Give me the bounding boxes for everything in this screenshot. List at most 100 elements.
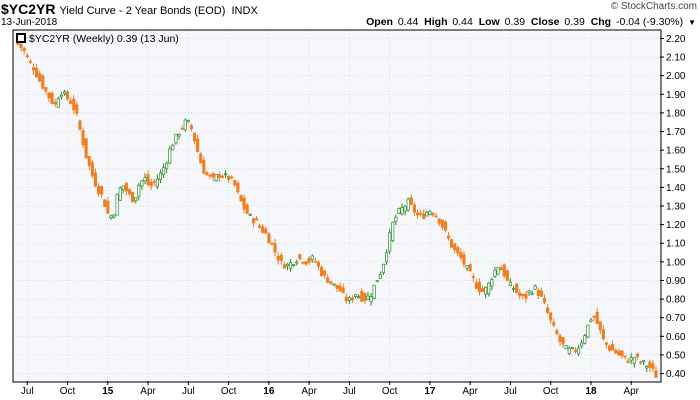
candle-body: [598, 321, 602, 331]
candle-body: [233, 180, 237, 186]
candle-body: [183, 119, 187, 131]
candle-body: [276, 255, 280, 261]
x-tick-label: Jul: [21, 386, 34, 397]
candle-body: [564, 345, 568, 350]
candle-body: [146, 174, 150, 185]
candle-body: [332, 283, 336, 286]
candle-body: [75, 104, 79, 114]
candle-body: [335, 284, 339, 289]
candle-body: [38, 73, 42, 82]
chart-date: 13-Jun-2018: [1, 17, 58, 28]
change-value: -0.04 (-9.30%): [616, 16, 684, 28]
symbol-title: $YC2YR Yield Curve - 2 Year Bonds (EOD) I…: [1, 1, 258, 17]
candle-body: [313, 260, 317, 263]
candle-body: [304, 261, 308, 265]
candle-body: [357, 296, 361, 299]
candle-body: [592, 315, 596, 318]
chart-header: $YC2YR Yield Curve - 2 Year Bonds (EOD) I…: [0, 0, 700, 30]
candle-body: [391, 221, 395, 241]
candle-body: [462, 254, 466, 265]
candle-body: [103, 199, 107, 207]
candles: [16, 42, 658, 378]
candle-body: [484, 286, 488, 295]
candle-body: [425, 212, 429, 217]
candle-body: [298, 254, 302, 260]
candle-body: [471, 276, 475, 279]
y-tick-label: 1.00: [666, 257, 686, 268]
candle-body: [112, 214, 116, 218]
candle-body: [614, 349, 618, 354]
candle-body: [558, 335, 562, 342]
candle-body: [251, 218, 255, 224]
candle-body: [158, 172, 163, 180]
x-tick-label: Oct: [382, 386, 398, 397]
candle-body: [586, 324, 590, 338]
candle-body: [638, 361, 643, 364]
candle-body: [344, 296, 348, 302]
legend: $YC2YR (Weekly) 0.39 (13 Jun): [16, 33, 179, 45]
candle-body: [137, 185, 141, 197]
candle-body: [155, 178, 159, 187]
y-tick-label: 1.90: [666, 90, 686, 101]
y-tick-label: 0.80: [666, 295, 686, 306]
y-tick-label: 0.70: [666, 313, 686, 324]
candle-body: [350, 297, 355, 301]
candle-body: [16, 43, 20, 45]
candle-body: [295, 261, 299, 264]
candle-body: [69, 100, 73, 104]
candle-body: [25, 55, 29, 58]
candle-body: [422, 213, 426, 220]
candle-body: [487, 282, 491, 295]
candle-body: [477, 281, 482, 293]
candle-body: [394, 216, 398, 222]
candle-body: [214, 174, 218, 182]
candle-body: [465, 265, 469, 269]
candle-body: [508, 281, 512, 286]
candle-body: [106, 200, 110, 214]
candle-body: [41, 75, 45, 89]
candle-body: [177, 134, 181, 137]
candle-body: [230, 176, 234, 179]
x-tick-label: Oct: [543, 386, 559, 397]
candle-body: [561, 337, 565, 345]
candle-body: [642, 360, 646, 363]
candle-body: [28, 60, 32, 63]
candle-body: [254, 218, 259, 221]
y-axis: 0.40 0.50 0.60 0.70 0.80 0.90 1.00 1.10 1.20 1.30…: [660, 34, 686, 380]
candle-body: [180, 127, 184, 130]
candle-body: [90, 162, 94, 177]
candle-body: [530, 292, 534, 295]
candle-body: [542, 297, 547, 303]
candle-body: [375, 280, 379, 283]
candle-body: [419, 212, 423, 215]
candle-body: [323, 270, 327, 276]
y-tick-label: 1.80: [666, 108, 686, 119]
candle-body: [607, 345, 612, 351]
candle-body: [319, 266, 324, 276]
candle-body: [397, 208, 401, 214]
y-tick-label: 0.90: [666, 276, 686, 287]
candle-body: [338, 285, 342, 292]
candle-body: [446, 235, 451, 239]
candle-body: [577, 347, 581, 355]
candle-body: [152, 181, 156, 183]
open-value: 0.44: [397, 16, 419, 28]
candle-body: [292, 264, 296, 266]
candle-body: [490, 279, 494, 287]
x-tick-label: Jul: [504, 386, 517, 397]
x-tick-label: Jul: [343, 386, 356, 397]
candle-body: [270, 242, 274, 245]
x-tick-label: Apr: [301, 386, 317, 397]
candle-body: [84, 138, 88, 158]
grid-lines: [14, 31, 660, 381]
candle-body: [428, 210, 432, 215]
x-tick-label: Oct: [221, 386, 237, 397]
candle-body: [134, 197, 138, 202]
candle-body: [524, 293, 528, 299]
candle-body: [536, 290, 540, 297]
candle-body: [121, 185, 125, 191]
candle-body: [87, 156, 91, 166]
candle-body: [456, 247, 460, 254]
candle-body: [527, 290, 531, 293]
